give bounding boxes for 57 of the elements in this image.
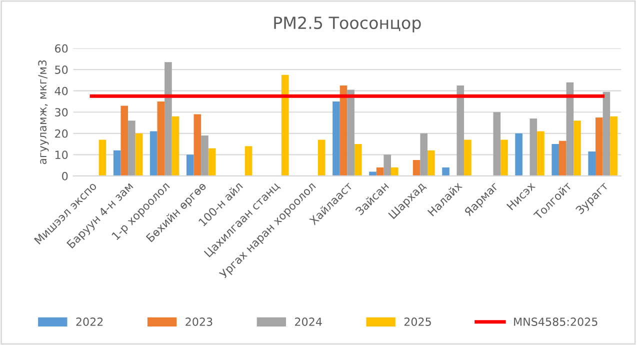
legend-label: 2023	[186, 318, 212, 326]
bar	[412, 160, 420, 176]
bar	[610, 116, 618, 176]
y-tick-label: 60	[55, 44, 68, 53]
legend-label: 2024	[295, 318, 322, 326]
y-tick-label: 20	[55, 129, 68, 138]
bar	[574, 120, 581, 176]
bar	[113, 150, 121, 176]
bar	[98, 140, 106, 176]
bar	[552, 144, 559, 176]
bar	[281, 74, 289, 176]
bar	[596, 117, 603, 176]
bar	[390, 167, 398, 176]
legend-label: 2025	[404, 318, 431, 326]
bar	[428, 150, 435, 176]
y-tick-label: 40	[54, 86, 68, 96]
bar	[369, 172, 376, 176]
bar	[208, 148, 216, 176]
bar	[347, 90, 354, 176]
bar	[244, 146, 252, 176]
bar	[566, 82, 574, 176]
y-tick-label: 0	[62, 172, 68, 180]
y-axis-title: агууламж, мкг/м3	[38, 60, 49, 164]
bar	[194, 114, 202, 176]
bar	[157, 101, 165, 176]
bar	[164, 62, 172, 176]
bar	[456, 86, 464, 176]
bar	[602, 92, 610, 176]
bar	[128, 120, 136, 176]
bar	[120, 106, 128, 176]
legend-label: 2022	[76, 318, 103, 326]
bar	[384, 154, 391, 176]
bar	[464, 140, 472, 176]
bar	[135, 133, 143, 176]
bar	[318, 140, 326, 176]
bar	[332, 101, 340, 176]
bar	[354, 144, 362, 176]
bar	[186, 154, 194, 176]
bar	[420, 133, 428, 176]
bar	[515, 133, 522, 176]
y-tick-label: 10	[55, 150, 68, 160]
bar	[493, 112, 501, 176]
bar	[150, 131, 158, 176]
bar	[442, 167, 450, 176]
bar	[500, 140, 508, 176]
bar	[201, 136, 208, 176]
chart-title: PM2.5 Тоосонцор	[274, 16, 421, 32]
y-tick-label: 50	[55, 66, 68, 74]
bar	[558, 140, 566, 176]
bar	[530, 118, 538, 176]
bar	[340, 86, 348, 176]
bar	[172, 116, 180, 176]
bar	[537, 131, 544, 176]
bar	[376, 167, 384, 176]
y-tick-label: 30	[55, 108, 68, 117]
legend-label: MNS4585:2025	[514, 318, 598, 326]
bar	[588, 151, 596, 176]
